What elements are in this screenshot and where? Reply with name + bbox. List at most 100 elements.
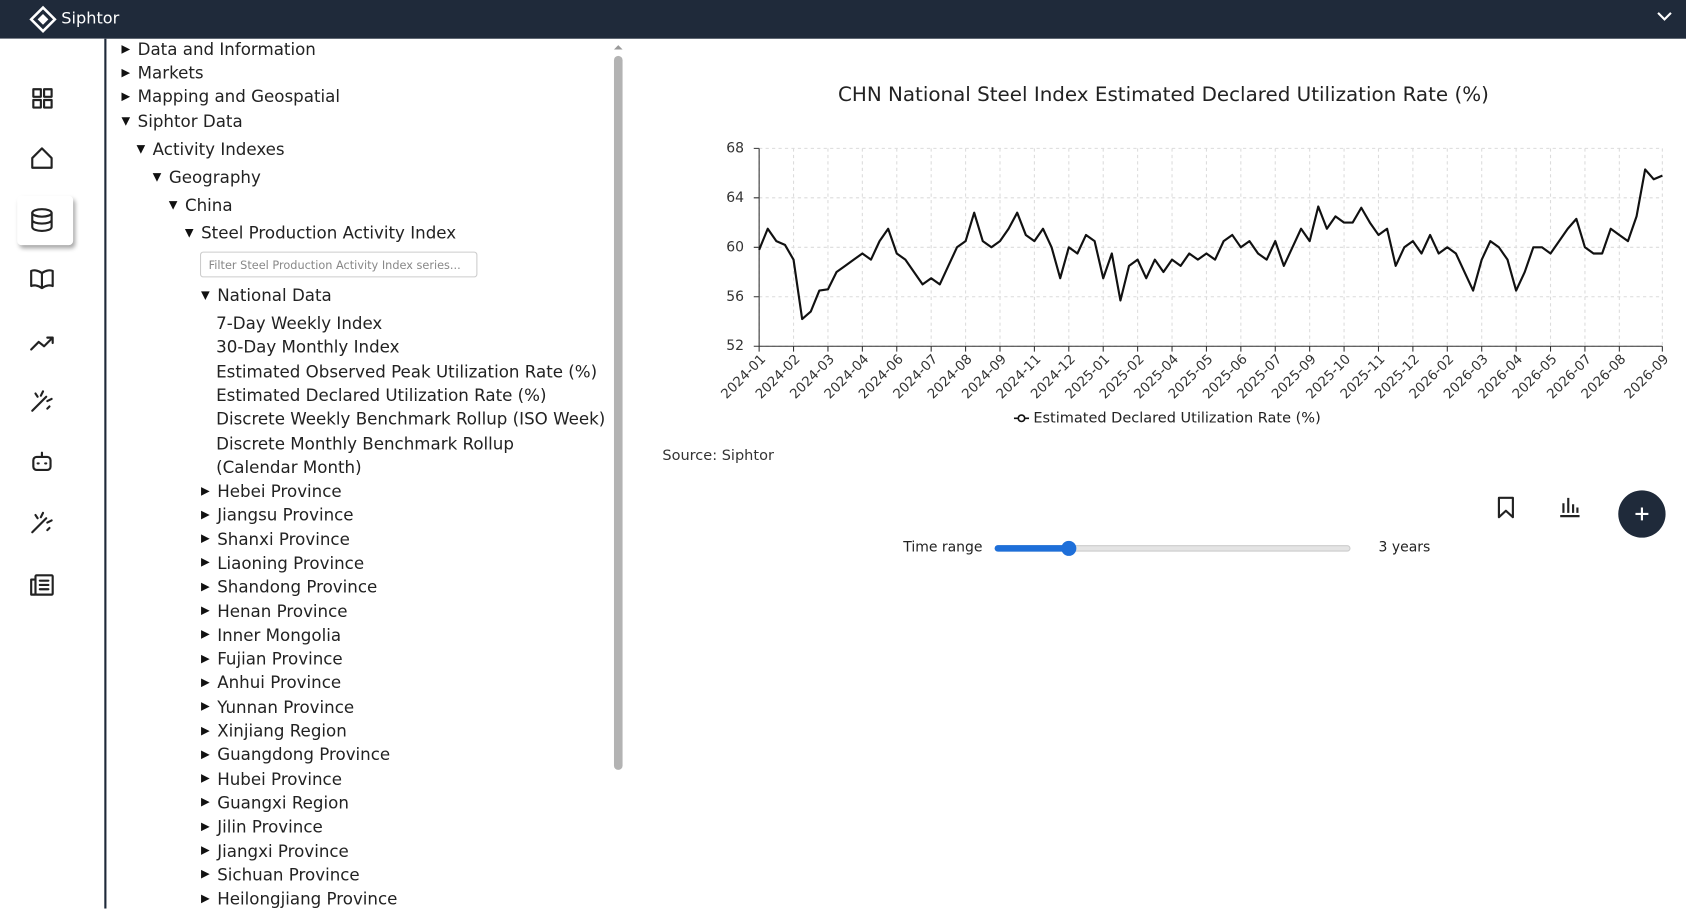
collapsed-arrow: [201, 558, 210, 568]
tree-node[interactable]: National Data: [217, 286, 332, 306]
tree-node[interactable]: Steel Production Activity Index: [201, 223, 457, 244]
collapsed-arrow: [201, 798, 210, 807]
tree-node[interactable]: Guangdong Province: [217, 745, 391, 765]
collapsed-arrow: [201, 630, 210, 640]
icon-news[interactable]: [30, 574, 54, 596]
top-bar: Siphtor: [0, 0, 1686, 39]
tree-node[interactable]: Fujian Province: [217, 649, 343, 669]
tree-node[interactable]: China: [184, 195, 233, 216]
tree-node[interactable]: Inner Mongolia: [217, 625, 342, 645]
expanded-arrow: [184, 229, 194, 238]
tree-node[interactable]: Guangxi Region: [217, 793, 349, 813]
add-button[interactable]: [1618, 490, 1666, 538]
collapsed-arrow: [121, 91, 131, 101]
icon-database[interactable]: [31, 208, 53, 232]
tree-node[interactable]: Jiangsu Province: [217, 505, 354, 526]
icon-tools[interactable]: [31, 390, 53, 412]
icon-trends[interactable]: [30, 336, 54, 351]
tree-node[interactable]: Anhui Province: [217, 673, 342, 693]
y-tick-label: 52: [726, 338, 744, 354]
tree-node[interactable]: Jiangxi Province: [217, 841, 349, 861]
icon-home[interactable]: [31, 147, 53, 169]
collapsed-arrow: [201, 774, 210, 783]
expanded-arrow: [152, 173, 162, 182]
collapsed-arrow: [201, 654, 210, 663]
x-tick-label: 2026-09: [1622, 352, 1672, 402]
y-tick-label: 60: [726, 239, 744, 255]
collapsed-arrow: [201, 726, 210, 735]
tree-node[interactable]: Heilongjiang Province: [217, 889, 398, 909]
chart-type-button[interactable]: [1558, 495, 1582, 519]
tree-node[interactable]: Hubei Province: [217, 769, 342, 789]
tree-node[interactable]: Markets: [137, 63, 204, 83]
expanded-arrow: [136, 145, 146, 154]
time-range-value: 3 years: [1378, 539, 1431, 556]
y-tick-label: 64: [726, 190, 744, 206]
collapsed-arrow: [201, 582, 210, 592]
y-tick-label: 68: [726, 140, 744, 156]
tree-node[interactable]: Sichuan Province: [217, 865, 360, 885]
time-range-thumb[interactable]: [1061, 540, 1077, 556]
tree-node[interactable]: 7-Day Weekly Index: [216, 313, 383, 334]
collapsed-arrow: [201, 750, 210, 759]
collapsed-arrow: [201, 606, 210, 616]
data-line: [758, 168, 1663, 321]
legend-marker: [1017, 414, 1026, 423]
tree-node[interactable]: Estimated Observed Peak Utilization Rate…: [216, 361, 598, 382]
tree-node[interactable]: Geography: [168, 167, 261, 188]
chart: CHN National Steel Index Estimated Decla…: [719, 83, 1673, 426]
tree-node[interactable]: Liaoning Province: [217, 553, 365, 573]
tree-node[interactable]: Henan Province: [217, 601, 348, 621]
tree-node[interactable]: Activity Indexes: [152, 139, 285, 160]
add-icon: [1635, 507, 1649, 521]
tree-node[interactable]: Discrete Monthly Benchmark Rollup (Calen…: [216, 433, 514, 477]
collapsed-arrow: [201, 702, 210, 711]
collapsed-arrow: [201, 894, 210, 903]
expanded-arrow: [168, 201, 178, 210]
collapsed-arrow: [201, 510, 210, 520]
collapsed-arrow: [201, 534, 210, 544]
chart-title: CHN National Steel Index Estimated Decla…: [838, 83, 1489, 106]
tree-node[interactable]: Jilin Province: [217, 817, 323, 837]
y-tick-label: 56: [726, 289, 744, 305]
tree-node[interactable]: Siphtor Data: [137, 111, 243, 132]
collapsed-arrow: [201, 822, 210, 831]
scrollbar-thumb[interactable]: [613, 55, 623, 770]
brand-logo: [29, 5, 57, 34]
scroll-up[interactable]: [613, 43, 624, 52]
time-range-fill: [994, 545, 1070, 552]
tree-node[interactable]: Estimated Declared Utilization Rate (%): [216, 385, 547, 406]
collapsed-arrow: [121, 44, 131, 54]
menu-toggle[interactable]: [1656, 11, 1673, 22]
tree-node[interactable]: Data and Information: [137, 39, 316, 60]
tree-node[interactable]: Shandong Province: [217, 577, 378, 597]
bookmark-button[interactable]: [1496, 496, 1518, 520]
collapsed-arrow: [201, 846, 210, 855]
icon-assistant[interactable]: [32, 451, 52, 471]
series-filter[interactable]: Filter Steel Production Activity Index s…: [199, 251, 478, 278]
legend-label: Estimated Declared Utilization Rate (%): [1033, 410, 1320, 426]
time-range-label: Time range: [903, 539, 983, 556]
tree-node[interactable]: Mapping and Geospatial: [137, 87, 340, 107]
icon-tools-alt[interactable]: [31, 511, 53, 534]
collapsed-arrow: [201, 870, 210, 879]
chart-source: Source: Siphtor: [662, 447, 774, 465]
tree-node[interactable]: Shanxi Province: [217, 529, 350, 550]
rail-icons: [17, 88, 74, 596]
brand-name[interactable]: Siphtor: [61, 8, 120, 28]
tree-node[interactable]: Xinjiang Region: [217, 721, 347, 741]
tree-node[interactable]: 30-Day Monthly Index: [216, 337, 400, 358]
collapsed-arrow: [201, 486, 210, 496]
tree-node[interactable]: Discrete Weekly Benchmark Rollup (ISO We…: [216, 409, 606, 430]
collapsed-arrow: [121, 68, 131, 77]
tree-node[interactable]: Yunnan Province: [217, 697, 355, 717]
tree-node[interactable]: Hebei Province: [217, 481, 342, 502]
icon-dashboard[interactable]: [32, 88, 53, 109]
icon-catalog[interactable]: [30, 269, 54, 290]
expanded-arrow: [201, 291, 210, 300]
expanded-arrow: [121, 117, 131, 126]
collapsed-arrow: [201, 678, 210, 687]
side-rail: [0, 38, 107, 909]
icon-selected-card: [17, 195, 74, 246]
